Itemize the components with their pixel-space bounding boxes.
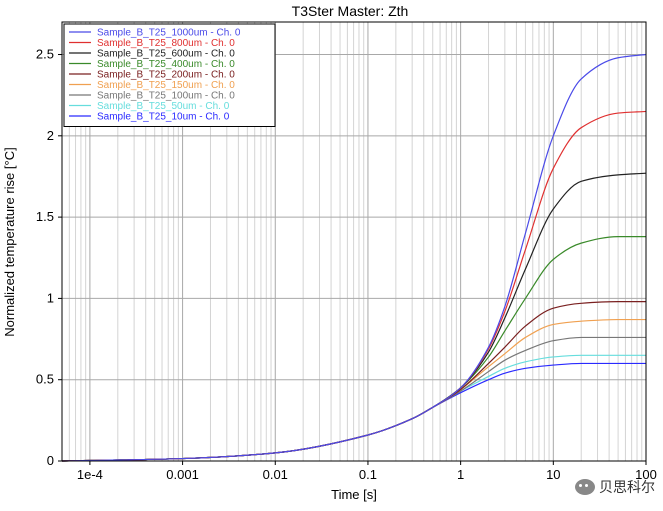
legend-entry: Sample_B_T25_100um - Ch. 0 <box>97 91 235 102</box>
x-tick-label: 100 <box>635 467 657 482</box>
chart-title: T3Ster Master: Zth <box>292 3 409 19</box>
series-curves <box>61 53 647 462</box>
x-tick-labels: 1e-4 0.001 0.01 0.1 1 10 100 <box>77 461 657 482</box>
x-tick-label: 0.001 <box>166 467 199 482</box>
y-tick-label: 2.5 <box>36 47 54 62</box>
y-tick-label: 1 <box>47 290 54 305</box>
legend-entry: Sample_B_T25_400um - Ch. 0 <box>97 59 235 70</box>
y-tick-label: 0 <box>47 453 54 468</box>
x-axis-label: Time [s] <box>331 487 377 502</box>
y-tick-labels: 0 0.5 1 1.5 2 2.5 <box>36 47 62 468</box>
y-tick-label: 0.5 <box>36 372 54 387</box>
legend-entry: Sample_B_T25_200um - Ch. 0 <box>97 70 235 81</box>
legend: Sample_B_T25_1000um - Ch. 0Sample_B_T25_… <box>63 23 276 127</box>
plot-frame <box>61 21 647 462</box>
y-tick-label: 2 <box>47 128 54 143</box>
legend-entry: Sample_B_T25_50um - Ch. 0 <box>97 101 230 112</box>
watermark: 贝思科尔 <box>575 477 655 497</box>
x-tick-label: 0.1 <box>359 467 377 482</box>
legend-entry: Sample_B_T25_800um - Ch. 0 <box>97 38 235 49</box>
y-tick-label: 1.5 <box>36 209 54 224</box>
legend-entry: Sample_B_T25_1000um - Ch. 0 <box>97 28 241 39</box>
x-tick-label: 0.01 <box>263 467 288 482</box>
legend-entry: Sample_B_T25_150um - Ch. 0 <box>97 80 235 91</box>
legend-entry: Sample_B_T25_600um - Ch. 0 <box>97 49 235 60</box>
x-tick-label: 10 <box>546 467 560 482</box>
legend-entry: Sample_B_T25_10um - Ch. 0 <box>97 112 230 123</box>
series-line <box>61 53 647 462</box>
wechat-icon <box>575 479 595 495</box>
x-tick-label: 1e-4 <box>77 467 103 482</box>
legend-box <box>63 23 276 127</box>
x-tick-label: 1 <box>457 467 464 482</box>
y-axis-label: Normalized temperature rise [°C] <box>2 147 17 336</box>
watermark-text: 贝思科尔 <box>599 480 655 496</box>
